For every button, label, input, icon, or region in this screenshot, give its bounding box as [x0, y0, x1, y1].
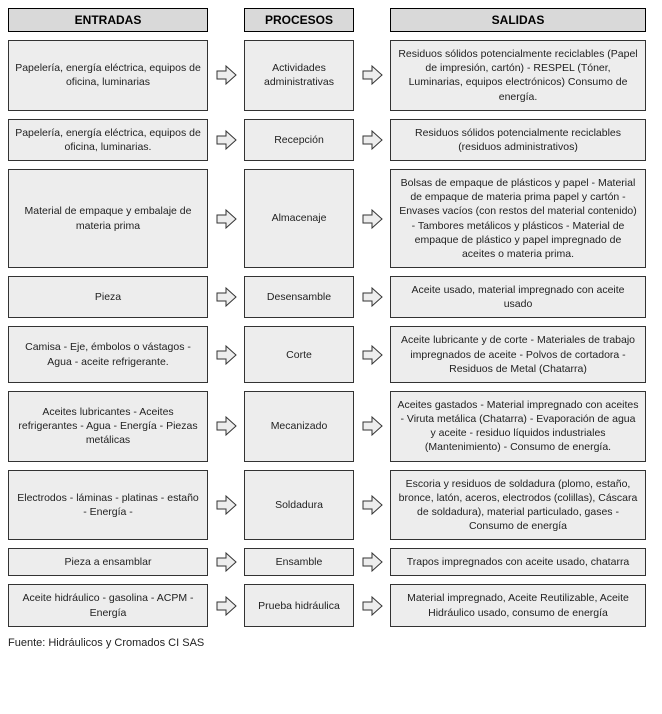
header-salidas: SALIDAS — [390, 8, 646, 32]
arrow-icon — [214, 276, 238, 318]
entrada-box: Electrodos - láminas - platinas - estaño… — [8, 470, 208, 541]
salida-box: Escoria y residuos de soldadura (plomo, … — [390, 470, 646, 541]
entrada-box: Pieza — [8, 276, 208, 318]
proceso-box: Prueba hidráulica — [244, 584, 354, 626]
salida-box: Residuos sólidos potencialmente reciclab… — [390, 119, 646, 161]
arrow-icon — [214, 119, 238, 161]
entrada-box: Papelería, energía eléctrica, equipos de… — [8, 119, 208, 161]
arrow-icon — [360, 391, 384, 462]
proceso-box: Almacenaje — [244, 169, 354, 268]
entrada-box: Pieza a ensamblar — [8, 548, 208, 576]
salida-box: Aceite lubricante y de corte - Materiale… — [390, 326, 646, 383]
source-line: Fuente: Hidráulicos y Cromados CI SAS — [8, 635, 646, 649]
proceso-box: Recepción — [244, 119, 354, 161]
arrow-icon — [214, 391, 238, 462]
entrada-box: Papelería, energía eléctrica, equipos de… — [8, 40, 208, 111]
salida-box: Trapos impregnados con aceite usado, cha… — [390, 548, 646, 576]
arrow-icon — [214, 40, 238, 111]
entrada-box: Aceites lubricantes - Aceites refrigeran… — [8, 391, 208, 462]
salida-box: Material impregnado, Aceite Reutilizable… — [390, 584, 646, 626]
proceso-box: Soldadura — [244, 470, 354, 541]
proceso-box: Ensamble — [244, 548, 354, 576]
salida-box: Bolsas de empaque de plásticos y papel -… — [390, 169, 646, 268]
arrow-icon — [214, 169, 238, 268]
salida-box: Residuos sólidos potencialmente reciclab… — [390, 40, 646, 111]
arrow-icon — [360, 470, 384, 541]
header-spacer — [214, 8, 238, 32]
arrow-icon — [214, 584, 238, 626]
arrow-icon — [214, 470, 238, 541]
proceso-box: Corte — [244, 326, 354, 383]
process-flow-grid: ENTRADAS PROCESOS SALIDAS Papelería, energí… — [8, 8, 654, 649]
proceso-box: Actividades administrativas — [244, 40, 354, 111]
arrow-icon — [360, 276, 384, 318]
salida-box: Aceites gastados - Material impregnado c… — [390, 391, 646, 462]
arrow-icon — [360, 40, 384, 111]
arrow-icon — [360, 548, 384, 576]
arrow-icon — [360, 584, 384, 626]
header-spacer — [360, 8, 384, 32]
entrada-box: Material de empaque y embalaje de materi… — [8, 169, 208, 268]
proceso-box: Mecanizado — [244, 391, 354, 462]
salida-box: Aceite usado, material impregnado con ac… — [390, 276, 646, 318]
header-procesos: PROCESOS — [244, 8, 354, 32]
proceso-box: Desensamble — [244, 276, 354, 318]
arrow-icon — [360, 119, 384, 161]
arrow-icon — [214, 326, 238, 383]
header-entradas: ENTRADAS — [8, 8, 208, 32]
entrada-box: Aceite hidráulico - gasolina - ACPM - En… — [8, 584, 208, 626]
arrow-icon — [360, 169, 384, 268]
arrow-icon — [214, 548, 238, 576]
entrada-box: Camisa - Eje, émbolos o vástagos - Agua … — [8, 326, 208, 383]
arrow-icon — [360, 326, 384, 383]
